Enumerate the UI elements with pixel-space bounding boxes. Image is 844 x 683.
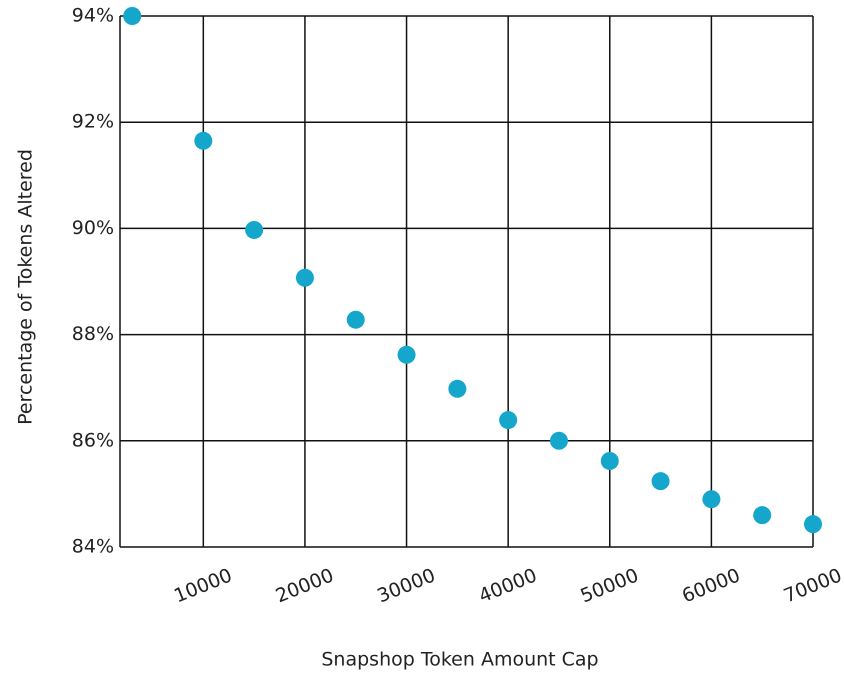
point: [804, 515, 822, 534]
x-tick-label: 30000: [374, 564, 438, 607]
point: [123, 7, 142, 25]
point: [499, 411, 518, 430]
point: [295, 268, 314, 287]
y-tick-label: 92%: [72, 111, 114, 133]
x-axis-title: Snapshop Token Amount Cap: [321, 649, 598, 671]
y-tick-label: 84%: [72, 536, 114, 558]
point: [245, 220, 264, 239]
point: [346, 310, 365, 329]
point: [448, 379, 467, 398]
y-tick-label: 94%: [72, 5, 114, 27]
x-tick-label: 20000: [273, 564, 337, 607]
x-tick-label: 70000: [781, 564, 844, 607]
point: [549, 431, 568, 450]
y-tick-label: 86%: [72, 429, 114, 451]
y-tick-label: 88%: [72, 323, 114, 345]
point: [194, 131, 213, 150]
x-tick-label: 60000: [679, 564, 743, 607]
x-tick-label: 40000: [476, 564, 540, 607]
x-tick-label: 50000: [577, 564, 641, 607]
point: [753, 506, 772, 525]
y-tick-label: 90%: [72, 217, 114, 239]
x-tick-label: 10000: [171, 564, 235, 607]
y-axis-title: Percentage of Tokens Altered: [15, 149, 37, 425]
point: [702, 490, 721, 509]
point: [651, 472, 670, 491]
point: [397, 345, 416, 364]
point: [600, 451, 619, 470]
